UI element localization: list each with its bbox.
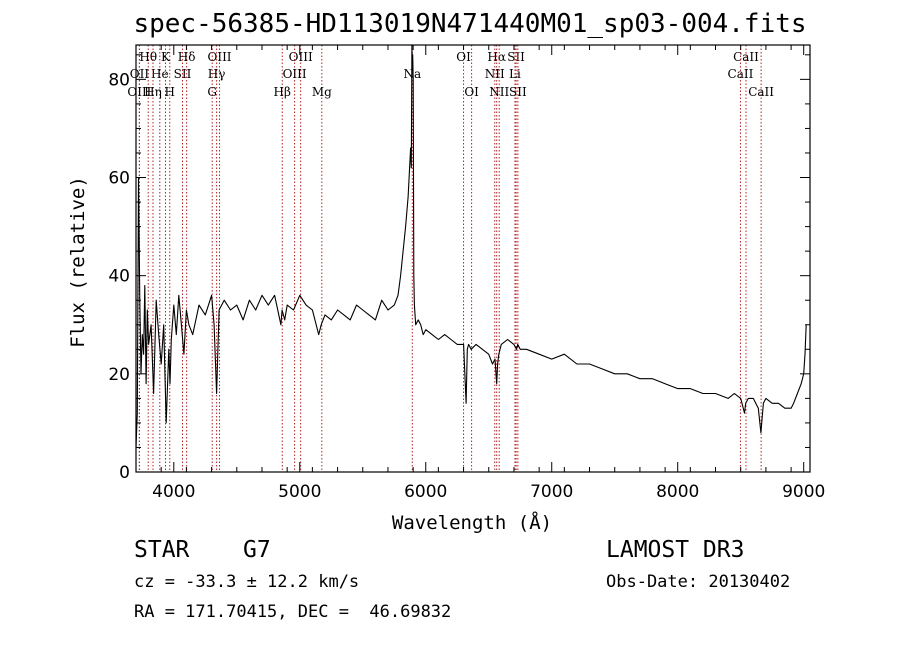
spectral-line-label: Li <box>509 67 521 81</box>
spectral-line-label: Hδ <box>178 50 196 64</box>
x-tick-label: 5000 <box>278 482 321 502</box>
spectral-line-label: He <box>151 67 169 81</box>
spectral-line-label: NII <box>489 85 509 99</box>
plot-frame <box>135 44 811 473</box>
y-axis-label: Flux (relative) <box>67 176 89 348</box>
spectral-line-label: SII <box>507 50 525 64</box>
axis-ticks: 4000 5000 6000 7000 8000 9000 0 20 40 60 80 <box>108 45 825 502</box>
spectral-line-label: NII <box>485 67 505 81</box>
spectral-line-label: Hγ <box>208 67 226 81</box>
spectral-line-label: OI <box>456 50 471 64</box>
x-axis-label: Wavelength (Å) <box>392 511 552 534</box>
series-layer <box>135 44 807 448</box>
spectral-line-label: Hα <box>487 50 506 64</box>
observation-date: Obs-Date: 20130402 <box>606 572 791 592</box>
y-tick-label: 20 <box>108 365 130 385</box>
spectral-line-label: Hβ <box>274 85 291 99</box>
spectral-line-label: K <box>161 50 171 64</box>
x-tick-label: 9000 <box>782 482 825 502</box>
object-class: STAR <box>134 537 190 563</box>
y-tick-label: 80 <box>108 70 130 90</box>
spectral-line-label: Hη <box>144 85 162 99</box>
spectrum-line <box>135 44 807 448</box>
y-tick-label: 60 <box>108 169 130 189</box>
spectral-line-label: OIII <box>207 50 231 64</box>
coordinates: RA = 171.70415, DEC = 46.69832 <box>134 602 452 622</box>
x-tick-label: 4000 <box>152 482 195 502</box>
y-tick-label: 0 <box>119 463 130 483</box>
x-tick-label: 8000 <box>656 482 699 502</box>
x-tick-label: 6000 <box>404 482 447 502</box>
spectral-line-label: OIII <box>127 85 151 99</box>
survey-name: LAMOST DR3 <box>606 537 745 563</box>
spectral-line-label: OI <box>464 85 479 99</box>
spectral-line-label: SII <box>509 85 527 99</box>
y-tick-label: 40 <box>108 267 130 287</box>
x-tick-label: 7000 <box>530 482 573 502</box>
redshift-velocity: cz = -33.3 ± 12.2 km/s <box>134 572 360 592</box>
spectral-line-label: OIII <box>283 67 307 81</box>
object-subclass: G7 <box>243 537 271 563</box>
chart-title: spec-56385-HD113019N471440M01_sp03-004.f… <box>133 9 806 39</box>
spectral-line-label: H <box>165 85 175 99</box>
spectral-line-label: CaII <box>733 50 759 64</box>
spectral-line-label: CaII <box>728 67 754 81</box>
spectral-line-label: CaII <box>748 85 774 99</box>
spectral-line-label: G <box>207 85 217 99</box>
spectral-line-label: Hθ <box>139 50 157 64</box>
spectral-line-label: Mg <box>312 85 332 99</box>
spectral-line-label: OIII <box>289 50 313 64</box>
spectral-line-label: SII <box>174 67 192 81</box>
